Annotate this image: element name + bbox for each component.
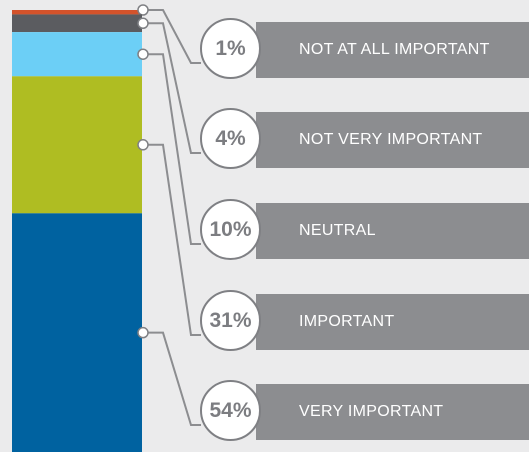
- legend-row-not-at-all-important: NOT AT ALL IMPORTANT 1%: [200, 18, 529, 79]
- legend-band: [256, 294, 529, 350]
- legend-row-important: IMPORTANT 31%: [200, 290, 529, 351]
- legend-row-not-very-important: NOT VERY IMPORTANT 4%: [200, 108, 529, 169]
- bar-segment-very-important: [12, 213, 142, 452]
- percent-badge: 1%: [200, 18, 261, 79]
- bar-segment-not-at-all-important: [12, 10, 142, 15]
- legend-band: [256, 22, 529, 78]
- anchor-dot: [137, 48, 149, 60]
- leader-line: [143, 22, 201, 154]
- leader-line: [143, 143, 201, 336]
- legend-label: NOT AT ALL IMPORTANT: [299, 41, 490, 58]
- legend-label: NOT VERY IMPORTANT: [299, 131, 483, 148]
- leader-line: [143, 53, 201, 245]
- percent-badge: 54%: [200, 380, 261, 441]
- anchor-dot: [137, 326, 149, 339]
- legend-label: IMPORTANT: [299, 313, 395, 330]
- legend-label: VERY IMPORTANT: [299, 403, 444, 420]
- bar-segment-important: [12, 76, 142, 214]
- percent-badge: 10%: [200, 199, 261, 260]
- legend-row-neutral: NEUTRAL 10%: [200, 199, 529, 260]
- anchor-dot: [137, 17, 149, 30]
- percent-badge: 31%: [200, 290, 261, 351]
- leader-line: [143, 9, 201, 64]
- legend-label: NEUTRAL: [299, 222, 376, 239]
- legend-row-very-important: VERY IMPORTANT 54%: [200, 380, 529, 441]
- legend-band: [256, 112, 529, 168]
- anchor-dot: [137, 139, 149, 151]
- anchor-dot: [137, 4, 149, 16]
- legend-band: [256, 384, 529, 440]
- leader-line: [143, 331, 201, 426]
- percent-badge: 4%: [200, 108, 261, 169]
- bar-segment-not-very-important: [12, 14, 142, 33]
- legend-band: [256, 203, 529, 259]
- bar-segment-neutral: [12, 32, 142, 77]
